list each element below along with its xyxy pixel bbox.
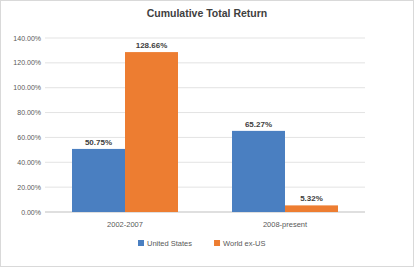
y-tick-label: 80.00% xyxy=(17,109,41,116)
bar xyxy=(72,149,125,212)
bar xyxy=(285,205,338,212)
x-tick-label: 2002-2007 xyxy=(107,220,143,229)
bar xyxy=(125,52,178,212)
legend-label: World ex-US xyxy=(223,239,265,248)
x-tick-label: 2008-present xyxy=(263,220,308,229)
y-tick-label: 100.00% xyxy=(13,84,41,91)
bars xyxy=(72,52,338,212)
legend-swatch xyxy=(214,240,220,246)
y-tick-label: 40.00% xyxy=(17,159,41,166)
y-tick-label: 120.00% xyxy=(13,59,41,66)
legend-label: United States xyxy=(147,239,192,248)
grid-line xyxy=(45,112,365,113)
bar xyxy=(232,131,285,212)
grid-line xyxy=(45,38,365,39)
data-labels: 50.75% 128.66% 65.27% 5.32% xyxy=(85,41,323,203)
grid-line xyxy=(45,62,365,63)
y-tick-label: 60.00% xyxy=(17,134,41,141)
legend-swatch xyxy=(138,240,144,246)
y-tick-label: 140.00% xyxy=(13,35,41,42)
data-label: 5.32% xyxy=(300,194,323,203)
y-tick-label: 0.00% xyxy=(21,209,41,216)
data-label: 128.66% xyxy=(136,41,168,50)
y-tick-label: 20.00% xyxy=(17,184,41,191)
title: Cumulative Total Return xyxy=(147,7,268,19)
chart: Cumulative Total Return 0.00% 20.00% 40.00%… xyxy=(0,0,414,267)
grid-line xyxy=(45,87,365,88)
data-label: 65.27% xyxy=(245,120,272,129)
legend: United States World ex-US xyxy=(138,239,265,248)
data-label: 50.75% xyxy=(85,138,112,147)
chart-border xyxy=(1,1,414,267)
